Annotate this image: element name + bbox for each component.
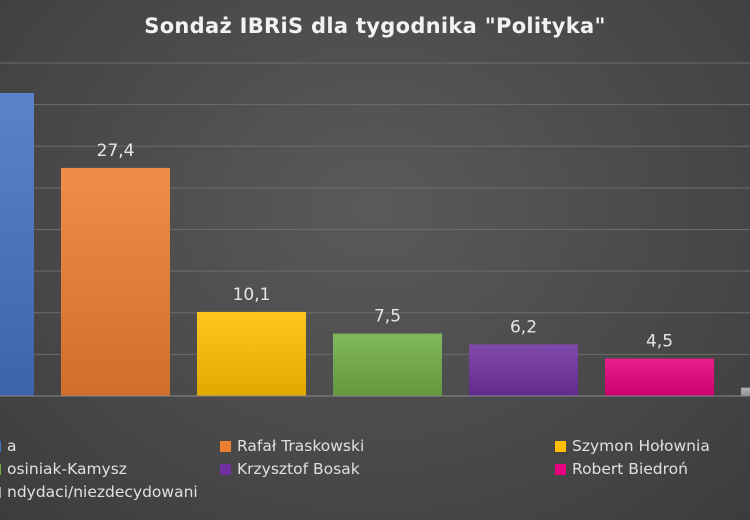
bar [61,167,170,396]
chart-title: Sondaż IBRiS dla tygodnika "Polityka" [144,14,606,38]
legend-label: osiniak-Kamysz [7,460,127,478]
legend-swatch [555,440,566,452]
legend-label: Krzysztof Bosak [237,460,360,478]
legend-swatch [220,463,231,475]
legend-item: Szymon Hołownia [555,437,710,455]
bar [0,92,34,396]
data-label: 6,2 [510,317,537,337]
legend-swatch [220,440,231,452]
legend-item: Robert Biedroń [555,460,688,478]
legend-label: ndydaci/niezdecydowani [7,483,198,501]
data-labels: 27,4 10,1 7,5 6,2 4,5 [97,141,673,352]
bar [197,311,306,396]
legend-swatch [0,486,1,498]
legend-item: ndydaci/niezdecydowani [0,483,198,501]
bar [741,387,750,396]
legend-swatch [0,463,1,475]
legend-item: a [0,437,17,455]
legend-item: Rafał Traskowski [220,437,364,455]
bar [605,358,714,396]
legend-swatch [555,463,566,475]
bar [469,344,578,396]
data-label: 7,5 [374,307,401,327]
legend-swatch [0,440,1,452]
legend-label: Robert Biedroń [572,460,688,478]
data-label: 27,4 [97,141,135,161]
legend-item: Krzysztof Bosak [220,460,360,478]
data-label: 10,1 [233,285,271,305]
data-label: 4,5 [646,332,673,352]
legend-item: osiniak-Kamysz [0,460,127,478]
legend-label: a [7,437,17,455]
bar [333,333,442,396]
legend-label: Rafał Traskowski [237,437,365,455]
legend-label: Szymon Hołownia [572,437,710,455]
bars [0,92,750,396]
